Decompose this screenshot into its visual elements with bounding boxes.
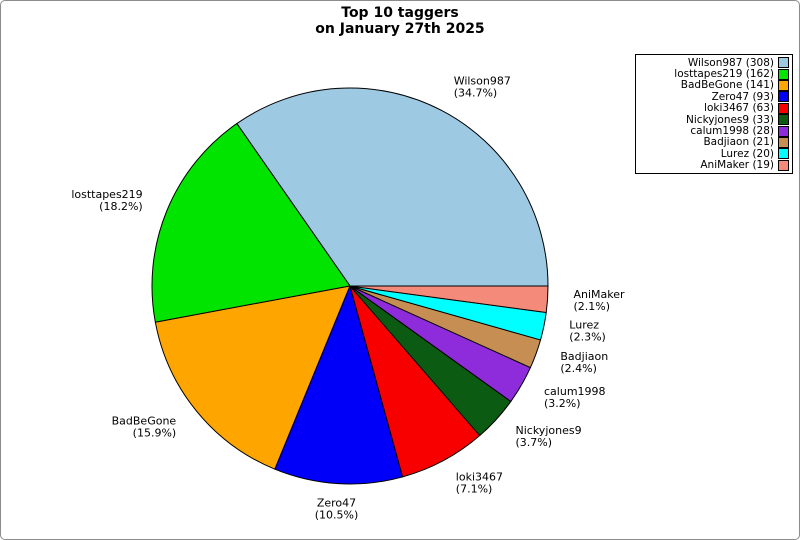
legend-color-swatch xyxy=(778,68,789,80)
pie-slice-AniMaker xyxy=(349,285,549,314)
legend-item-AniMaker: AniMaker (19) xyxy=(638,159,789,172)
legend-label: Nickyjones9 (33) xyxy=(686,113,774,126)
slice-label-AniMaker: AniMaker (2.1%) xyxy=(574,288,626,313)
slice-label-Lurez: Lurez (2.3%) xyxy=(569,319,606,344)
legend-color-swatch xyxy=(778,102,789,114)
legend-item-loki3467: loki3467 (63) xyxy=(638,102,789,115)
legend-color-swatch xyxy=(778,136,789,148)
slice-label-BadBeGone: BadBeGone (15.9%) xyxy=(112,414,177,439)
legend-label: Badjiaon (21) xyxy=(703,136,774,149)
legend-item-Nickyjones9: Nickyjones9 (33) xyxy=(638,113,789,126)
legend-label: losttapes219 (162) xyxy=(674,68,774,81)
legend-item-calum1998: calum1998 (28) xyxy=(638,125,789,138)
legend-item-Badjiaon: Badjiaon (21) xyxy=(638,136,789,149)
legend-item-Zero47: Zero47 (93) xyxy=(638,90,789,103)
legend-label: AniMaker (19) xyxy=(700,159,774,172)
slice-label-loki3467: loki3467 (7.1%) xyxy=(456,471,503,496)
slice-label-calum1998: calum1998 (3.2%) xyxy=(544,385,606,410)
legend-label: loki3467 (63) xyxy=(704,102,774,115)
legend: Wilson987 (308) losttapes219 (162) BadBeGo… xyxy=(635,54,793,174)
legend-item-BadBeGone: BadBeGone (141) xyxy=(638,79,789,92)
slice-label-losttapes219: losttapes219 (18.2%) xyxy=(71,188,142,213)
legend-item-Wilson987: Wilson987 (308) xyxy=(638,56,789,69)
pie-slice-BadBeGone xyxy=(154,285,351,470)
legend-color-swatch xyxy=(778,114,789,126)
legend-label: Zero47 (93) xyxy=(711,90,774,103)
legend-color-swatch xyxy=(778,159,789,171)
legend-color-swatch xyxy=(778,125,789,137)
legend-color-swatch xyxy=(778,57,789,69)
legend-label: Lurez (20) xyxy=(720,147,774,160)
legend-item-losttapes219: losttapes219 (162) xyxy=(638,68,789,81)
pie-slice-Wilson987 xyxy=(236,87,549,287)
legend-label: calum1998 (28) xyxy=(690,125,774,138)
legend-item-Lurez: Lurez (20) xyxy=(638,147,789,160)
slice-label-Badjiaon: Badjiaon (2.4%) xyxy=(560,350,608,375)
chart-title-line2: on January 27th 2025 xyxy=(315,20,485,37)
legend-label: Wilson987 (308) xyxy=(687,56,774,69)
slice-label-Zero47: Zero47 (10.5%) xyxy=(315,497,359,522)
slice-label-Wilson987: Wilson987 (34.7%) xyxy=(454,74,511,99)
slice-label-Nickyjones9: Nickyjones9 (3.7%) xyxy=(516,424,582,449)
legend-color-swatch xyxy=(778,148,789,160)
legend-label: BadBeGone (141) xyxy=(680,79,774,92)
chart-title: Top 10 taggers on January 27th 2025 xyxy=(1,5,799,38)
pie-slice-Zero47 xyxy=(274,285,404,485)
legend-color-swatch xyxy=(778,91,789,103)
legend-color-swatch xyxy=(778,79,789,91)
chart-title-line1: Top 10 taggers xyxy=(341,5,459,21)
pie-slice-losttapes219 xyxy=(151,123,351,323)
